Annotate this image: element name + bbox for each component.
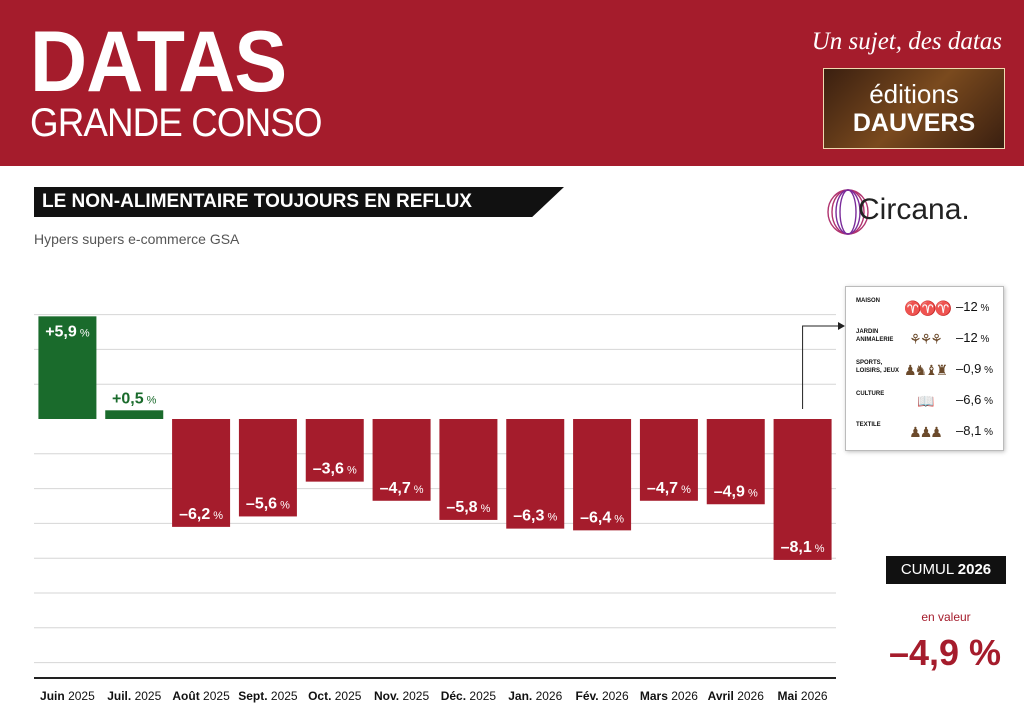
bar-value-label: –4,7 % (647, 480, 691, 497)
breakdown-value: –12 % (956, 299, 990, 314)
x-tick-label: Sept. 2025 (238, 689, 298, 703)
bar-value-label: –3,6 % (313, 461, 357, 478)
breakdown-value: –8,1 % (956, 423, 993, 438)
breakdown-row: JARDIN ANIMALERIE ⚘⚘⚘ –12 % (846, 328, 1005, 358)
tagline: Un sujet, des datas (811, 28, 1002, 55)
publisher-logo-line2: DAUVERS (852, 109, 976, 137)
brand-subtitle: GRANDE CONSO (30, 101, 323, 145)
x-tick-label: Mai 2026 (778, 689, 828, 703)
breakdown-row: SPORTS, LOISIRS, JEUX ♟♞♝♜ –0,9 % (846, 359, 1005, 389)
x-tick-label: Avril 2026 (708, 689, 765, 703)
bar-value-label: +0,5 % (112, 390, 157, 407)
x-tick-label: Nov. 2025 (374, 689, 429, 703)
x-tick-label: Jan. 2026 (508, 689, 562, 703)
chart-subtitle: Hypers supers e-commerce GSA (34, 231, 240, 247)
brand-title: DATAS (30, 14, 287, 110)
bar (573, 419, 632, 531)
bar (439, 419, 498, 520)
bar (773, 419, 832, 560)
breakdown-category-name: TEXTILE (856, 422, 881, 428)
bar (105, 410, 164, 419)
bar (639, 419, 698, 501)
x-tick-label: Juil. 2025 (107, 689, 161, 703)
bar-value-label: –6,4 % (580, 509, 624, 526)
cumul-label: CUMUL (900, 561, 954, 578)
chart-title-bar (34, 187, 564, 217)
breakdown-row: TEXTILE ♟♟♟ –8,1 % (846, 421, 1005, 451)
breakdown-category-name: SPORTS, LOISIRS, JEUX (856, 360, 900, 374)
publisher-logo: éditions DAUVERS (823, 68, 1005, 149)
chess-icon: ♟♞♝♜ (904, 362, 948, 378)
bar (172, 419, 231, 527)
arrow-head-icon (838, 322, 845, 330)
bar (305, 419, 364, 482)
bar (238, 419, 297, 517)
lamp-icon: ♈♈♈ (904, 300, 952, 316)
category-breakdown-panel: MAISON ♈♈♈ –12 % JARDIN ANIMALERIE ⚘⚘⚘ –12 % S… (845, 286, 1004, 451)
x-tick-label: Déc. 2025 (441, 689, 497, 703)
breakdown-category-name: JARDIN ANIMALERIE (856, 329, 894, 343)
bar-value-label: –5,8 % (446, 499, 490, 516)
clothing-icon: ♟♟♟ (909, 424, 943, 440)
book-icon: 📖 (917, 393, 934, 409)
circana-logo-icon (827, 189, 869, 235)
bar-value-label: +5,9 % (45, 323, 90, 340)
breakdown-row: MAISON ♈♈♈ –12 % (846, 297, 1005, 327)
bar-value-label: –4,9 % (714, 483, 758, 500)
breakdown-category-name: CULTURE (856, 391, 885, 397)
x-tick-label: Mars 2026 (640, 689, 698, 703)
cumul-subtitle: en valeur (921, 610, 971, 624)
breakdown-value: –0,9 % (956, 361, 993, 376)
x-tick-label: Oct. 2025 (308, 689, 362, 703)
bar-value-label: –6,3 % (513, 508, 557, 525)
bar-value-label: –4,7 % (380, 480, 424, 497)
x-tick-label: Août 2025 (172, 689, 230, 703)
chart-title: LE NON-ALIMENTAIRE TOUJOURS EN REFLUX (42, 191, 472, 212)
bar-value-label: –8,1 % (781, 539, 825, 556)
header-banner: DATAS GRANDE CONSO Un sujet, des datas é… (0, 0, 1024, 166)
connector-arrow (802, 325, 838, 409)
breakdown-category-name: MAISON (856, 298, 880, 304)
plant-icon: ⚘⚘⚘ (909, 331, 943, 347)
breakdown-value: –6,6 % (956, 392, 993, 407)
x-tick-label: Fév. 2026 (575, 689, 628, 703)
bar-value-label: –5,6 % (246, 495, 290, 512)
bar (706, 419, 765, 505)
x-tick-label: Juin 2025 (40, 689, 95, 703)
cumul-badge: CUMUL 2026 (886, 556, 1006, 584)
bar-value-label: –6,2 % (179, 506, 223, 523)
breakdown-value: –12 % (956, 330, 990, 345)
bar (506, 419, 565, 529)
source-logo-text: Circana. (858, 193, 970, 226)
publisher-logo-line1: éditions (869, 79, 959, 109)
bar (38, 316, 97, 419)
breakdown-row: CULTURE 📖 –6,6 % (846, 390, 1005, 420)
cumul-value: –4,9 % (888, 632, 1002, 673)
cumul-year: 2026 (957, 561, 992, 578)
bar (372, 419, 431, 501)
